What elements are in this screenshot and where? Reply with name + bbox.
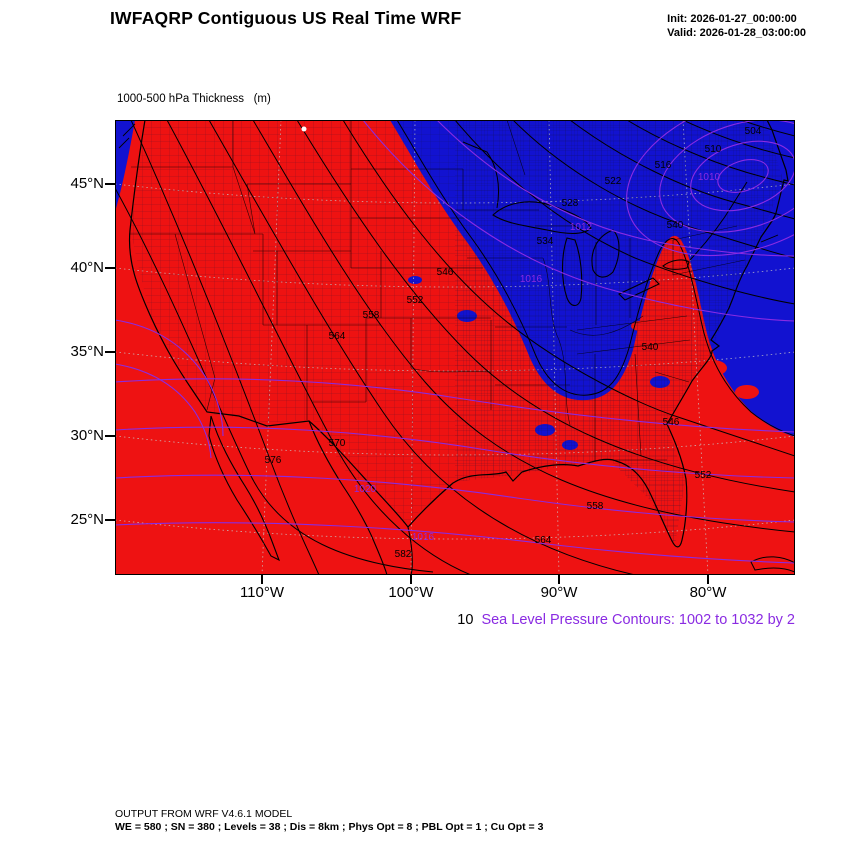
x-axis-label-110w: 110°W [239,584,285,601]
x-axis-label-90w: 90°W [540,584,578,601]
thickness-contour-label: 564 [329,331,346,342]
thickness-contour-label: 540 [642,342,659,353]
y-tick-45n [105,183,115,185]
x-tick-80w [707,575,709,584]
great-lakes [492,201,690,307]
valid-time-label: Valid: 2026-01-28_03:00:00 [667,26,806,39]
cold-airmass-nw [115,120,135,212]
thickness-contour-label: 504 [745,126,762,137]
thickness-contour-label: 558 [363,310,380,321]
thickness-contour-label: 546 [437,267,454,278]
x-tick-90w [558,575,560,584]
pressure-contour-label: 1016 [412,532,435,543]
x-axis-label-100w: 100°W [388,584,434,601]
thickness-contour-label: 564 [535,535,552,546]
thickness-contours [115,120,795,575]
thickness-contour-labels: 504 510 516 522 528 534 540 540 546 546 … [265,126,762,560]
y-axis-label-30n: 30°N [70,427,104,444]
us-coastline [128,120,789,548]
y-axis-label-35n: 35°N [70,343,104,360]
thickness-contour-label: 540 [667,220,684,231]
wrf-map-panel: 504 510 516 522 528 534 540 540 546 546 … [115,120,795,575]
y-axis-label-40n: 40°N [70,259,104,276]
pressure-contour-label: 1020 [354,484,377,495]
wrf-map: 504 510 516 522 528 534 540 540 546 546 … [115,120,795,575]
pressure-contour-label: 1016 [520,274,543,285]
y-axis-label-25n: 25°N [70,511,104,528]
station-dot [301,126,307,132]
caption-text: Sea Level Pressure Contours: 1002 to 103… [481,612,795,628]
thickness-contour-label: 576 [265,455,282,466]
thickness-contour-label: 552 [407,295,424,306]
pressure-contour-label: 1010 [698,172,721,183]
geography [118,120,795,575]
thickness-contour-label: 522 [605,176,622,187]
thickness-contour-label: 546 [663,417,680,428]
model-run-times: Init: 2026-01-27_00:00:00 Valid: 2026-01… [667,13,806,40]
thickness-contour-label: 570 [329,438,346,449]
thickness-contour-label: 528 [562,198,579,209]
cuba-outline [750,556,795,573]
thickness-contour-label: 552 [695,470,712,481]
slp-contour-caption: 10 Sea Level Pressure Contours: 1002 to 1… [115,612,795,628]
plot-frame [115,120,795,575]
y-tick-25n [105,519,115,521]
y-tick-30n [105,435,115,437]
model-footer: OUTPUT FROM WRF V4.6.1 MODEL WE = 580 ; … [115,808,543,833]
thickness-contour-label: 582 [395,549,412,560]
canada-border [462,141,748,261]
x-tick-100w [410,575,412,584]
caption-prefix: 10 [457,612,474,628]
pressure-contour-label: 1012 [570,222,593,233]
y-tick-35n [105,351,115,353]
init-time-label: Init: 2026-01-27_00:00:00 [667,13,797,25]
x-tick-110w [261,575,263,584]
thickness-contour-label: 510 [705,144,722,155]
pressure-contours [115,120,795,564]
pressure-contour-labels: 1010 1012 1016 1016 1020 [354,172,721,543]
y-axis-label-45n: 45°N [70,175,104,192]
legend-line-thickness-1: 1000-500 hPa Thickness (m) [117,93,271,105]
thickness-contour-label: 516 [655,160,672,171]
islands [118,123,779,243]
thickness-contour-label: 534 [537,236,554,247]
thickness-contour-label: 558 [587,501,604,512]
x-axis-label-80w: 80°W [689,584,727,601]
page-title: IWFAQRP Contiguous US Real Time WRF [110,8,462,28]
y-tick-40n [105,267,115,269]
footer-model-line: OUTPUT FROM WRF V4.6.1 MODEL [115,808,293,820]
footer-config-line: WE = 580 ; SN = 380 ; Levels = 38 ; Dis … [115,820,544,833]
